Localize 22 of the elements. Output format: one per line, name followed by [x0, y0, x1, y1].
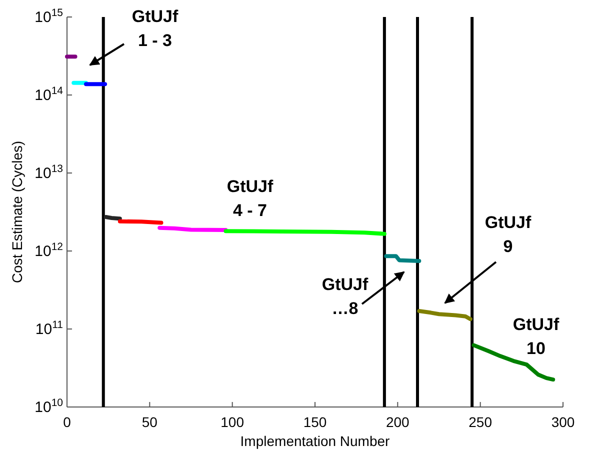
- x-tick-label: 150: [303, 414, 327, 430]
- y-tick-label: 10$^{12}$: [34, 241, 64, 260]
- annotation: GtUJf 1 - 3: [132, 7, 178, 50]
- y-axis-title: Cost Estimate (Cycles): [9, 140, 25, 284]
- annotation: GtUJf 4 - 7: [226, 177, 274, 220]
- x-tick-label: 250: [468, 414, 492, 430]
- y-tick-label: 10$^{14}$: [34, 85, 64, 104]
- annotation: GtUJf 10: [512, 315, 560, 358]
- line-series: [417, 309, 472, 322]
- line-series: [472, 343, 556, 382]
- y-tick-label: 10$^{10}$: [34, 397, 64, 416]
- y-tick-label: 10$^{13}$: [34, 163, 64, 182]
- x-tick-label: 0: [63, 414, 72, 430]
- annotation: GtUJf 9: [484, 213, 532, 256]
- x-tick-label: 200: [386, 414, 410, 430]
- x-axis-title: Implementation Number: [240, 433, 390, 449]
- x-tick-label: 50: [142, 414, 158, 430]
- y-tick-label: 10$^{15}$: [34, 7, 64, 26]
- x-tick-label: 300: [551, 414, 575, 430]
- annotation: GtUJf …8: [322, 275, 368, 318]
- x-tick-label: 100: [220, 414, 244, 430]
- y-tick-label: 10$^{11}$: [35, 319, 64, 338]
